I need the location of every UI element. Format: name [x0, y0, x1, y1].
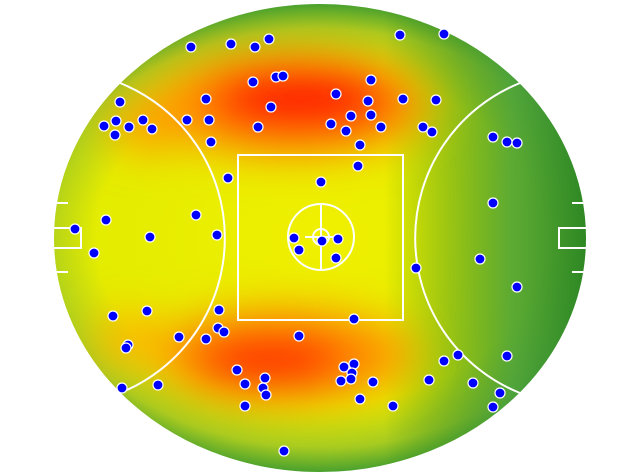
point: [352, 160, 364, 172]
point: [330, 252, 342, 264]
point: [501, 136, 513, 148]
point: [239, 400, 251, 412]
point: [487, 197, 499, 209]
point: [137, 114, 149, 126]
point: [511, 137, 523, 149]
point: [340, 125, 352, 137]
point: [474, 253, 486, 265]
point: [107, 310, 119, 322]
point: [123, 121, 135, 133]
point: [141, 305, 153, 317]
point: [365, 109, 377, 121]
point: [116, 382, 128, 394]
point: [397, 93, 409, 105]
point: [330, 88, 342, 100]
point: [200, 93, 212, 105]
point: [152, 379, 164, 391]
point: [114, 96, 126, 108]
point: [185, 41, 197, 53]
point: [487, 131, 499, 143]
point: [316, 235, 328, 247]
point: [423, 374, 435, 386]
point: [110, 115, 122, 127]
point: [426, 126, 438, 138]
point: [335, 375, 347, 387]
point: [467, 377, 479, 389]
point: [205, 136, 217, 148]
point: [181, 114, 193, 126]
point: [109, 129, 121, 141]
point: [218, 326, 230, 338]
point: [259, 372, 271, 384]
point: [387, 400, 399, 412]
point: [231, 364, 243, 376]
point: [354, 139, 366, 151]
point: [173, 331, 185, 343]
point: [354, 393, 366, 405]
point: [100, 214, 112, 226]
point: [222, 172, 234, 184]
point: [511, 281, 523, 293]
point: [249, 41, 261, 53]
points: [69, 28, 523, 457]
point: [120, 342, 132, 354]
point: [203, 114, 215, 126]
point: [146, 123, 158, 135]
point: [98, 120, 110, 132]
point: [88, 247, 100, 259]
point: [265, 101, 277, 113]
point: [200, 333, 212, 345]
point: [494, 387, 506, 399]
point: [438, 28, 450, 40]
point: [332, 233, 344, 245]
point: [190, 209, 202, 221]
point: [345, 373, 357, 385]
point: [239, 378, 251, 390]
point: [438, 355, 450, 367]
point: [487, 401, 499, 413]
point: [417, 121, 429, 133]
point: [367, 376, 379, 388]
point: [277, 70, 289, 82]
point: [252, 121, 264, 133]
point: [430, 94, 442, 106]
point: [69, 223, 81, 235]
point: [362, 95, 374, 107]
point: [375, 121, 387, 133]
point: [501, 350, 513, 362]
point: [325, 118, 337, 130]
point: [410, 262, 422, 274]
point: [365, 74, 377, 86]
point: [260, 389, 272, 401]
point: [144, 231, 156, 243]
point: [293, 244, 305, 256]
point: [288, 232, 300, 244]
point: [263, 33, 275, 45]
point: [225, 38, 237, 50]
point: [345, 110, 357, 122]
point: [394, 29, 406, 41]
point: [278, 445, 290, 457]
point: [348, 358, 360, 370]
point: [211, 229, 223, 241]
point: [348, 313, 360, 325]
point: [452, 349, 464, 361]
point: [213, 304, 225, 316]
point: [293, 330, 305, 342]
point: [247, 76, 259, 88]
point: [338, 361, 350, 373]
point: [315, 176, 327, 188]
